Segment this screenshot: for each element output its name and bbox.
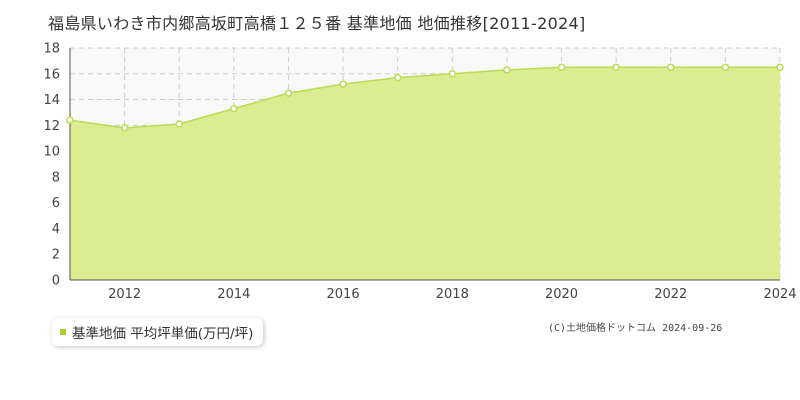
data-point [284, 89, 293, 97]
data-point [667, 63, 675, 72]
legend-label: 基準地価 平均坪単価(万円/坪) [72, 326, 254, 342]
data-point [557, 63, 566, 72]
data-point [448, 70, 457, 78]
y-tick-label: 6 [52, 196, 60, 211]
area-fill [70, 67, 780, 280]
legend-marker [60, 329, 66, 335]
y-tick-label: 14 [43, 93, 60, 108]
data-point [175, 120, 183, 128]
axes [69, 48, 780, 281]
data-point [339, 80, 347, 88]
y-axis-ticks: 0 2 4 6 8 10 12 14 16 18 [43, 42, 60, 289]
data-point [66, 116, 74, 124]
credit-text: (C)土地価格ドットコム 2024-09-26 [548, 323, 723, 334]
chart-title: 福島県いわき市内郷高坂町高橋１２５番 基準地価 地価推移[2011-2024] [48, 14, 586, 33]
series-line [69, 66, 780, 129]
legend: 基準地価 平均坪単価(万円/坪) [52, 318, 264, 346]
y-tick-label: 8 [52, 170, 60, 185]
data-point [230, 104, 238, 113]
y-tick-label: 10 [43, 145, 60, 160]
y-tick-label: 12 [43, 119, 60, 134]
x-tick-label: 2018 [436, 287, 469, 302]
y-tick-label: 18 [43, 42, 60, 57]
data-point [776, 63, 784, 72]
y-tick-label: 16 [43, 67, 60, 82]
data-point [503, 66, 511, 74]
data-point [120, 124, 129, 132]
data-point [612, 63, 620, 72]
data-point [393, 73, 402, 82]
x-tick-label: 2014 [217, 287, 250, 302]
x-tick-label: 2022 [654, 287, 687, 302]
x-tick-label: 2020 [545, 287, 578, 302]
data-markers [66, 63, 784, 132]
x-tick-label: 2016 [327, 287, 360, 302]
y-tick-label: 2 [52, 248, 60, 263]
x-axis-ticks: 2012 2014 2016 2018 2020 2022 2024 [108, 287, 796, 302]
y-tick-label: 0 [52, 274, 60, 289]
x-tick-label: 2024 [763, 287, 796, 302]
y-tick-label: 4 [52, 222, 60, 237]
x-tick-label: 2012 [108, 287, 141, 302]
data-point [721, 63, 730, 72]
